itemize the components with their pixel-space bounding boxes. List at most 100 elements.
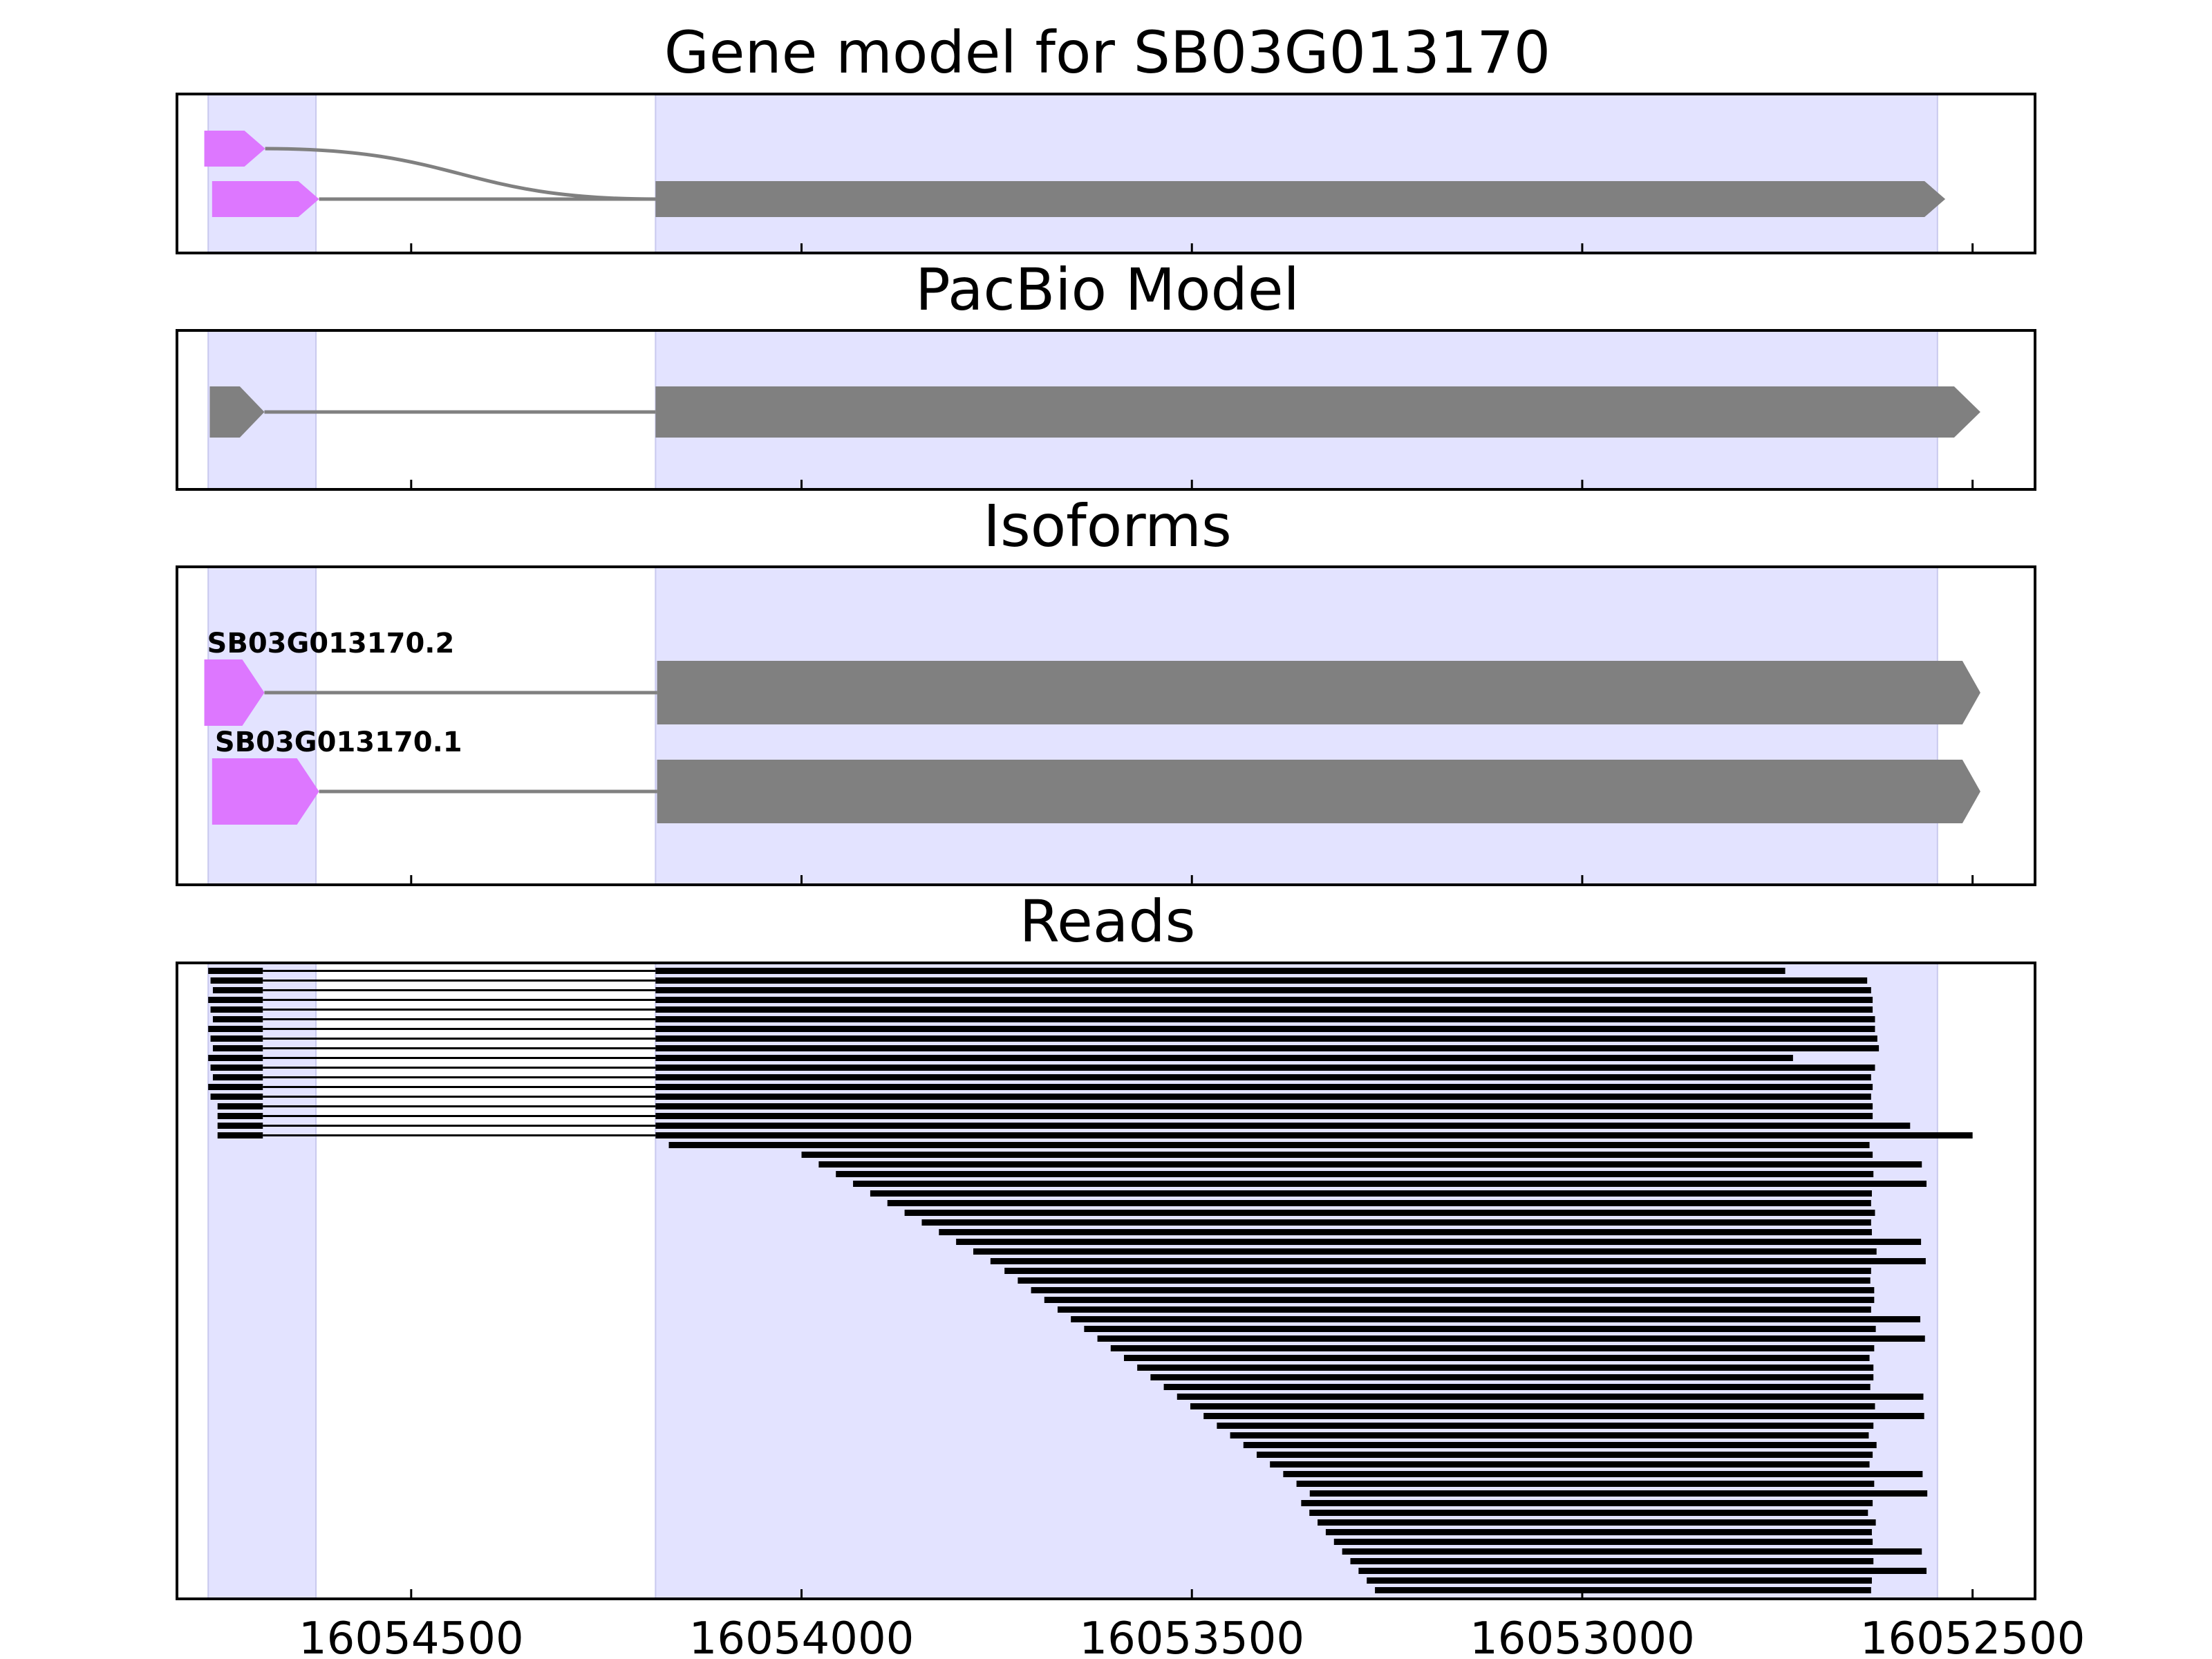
- panel-isoforms: Isoforms SB03G013170.2 SB03G013170.1: [176, 492, 2036, 886]
- read: [1333, 1539, 1873, 1545]
- read-exon-2: [655, 1006, 1873, 1013]
- read: [853, 1181, 1927, 1187]
- read: [1097, 1335, 1925, 1342]
- exon-region-2: [655, 566, 1938, 885]
- read-exon-2: [655, 997, 1873, 1003]
- read-exon-1: [210, 1035, 263, 1042]
- isoform-label-1: SB03G013170.2: [207, 628, 455, 659]
- read-exon-1: [208, 1055, 263, 1061]
- read: [1301, 1500, 1873, 1506]
- read-exon-1: [212, 1074, 263, 1080]
- read-exon-2: [655, 1026, 1875, 1032]
- exon-region-1: [207, 93, 317, 254]
- panel-reads: Reads 16054500 16054000 16053500 16053000 16…: [176, 243, 2086, 1659]
- exon-region-2: [655, 93, 1938, 254]
- read: [1150, 1374, 1874, 1380]
- read: [1203, 1413, 1924, 1419]
- read-exon-2: [655, 1045, 1880, 1051]
- read: [1325, 1529, 1872, 1535]
- read: [1375, 1587, 1871, 1593]
- panel-title-pacbio-model: PacBio Model: [915, 256, 1300, 324]
- read-exon-1: [208, 997, 263, 1003]
- read-exon-2: [655, 1103, 1873, 1109]
- tracks-gene-model: [204, 131, 1946, 217]
- read: [1123, 1355, 1870, 1361]
- tracks-pacbio-model: [209, 386, 1980, 438]
- read-exon-2: [655, 1016, 1875, 1022]
- read-exon-1: [210, 1065, 263, 1071]
- read-exon-2: [655, 1132, 1973, 1138]
- read: [1190, 1403, 1875, 1409]
- read-exon-1: [208, 968, 263, 974]
- read-exon-1: [210, 1094, 263, 1100]
- x-tick-label: 16053500: [1079, 1613, 1304, 1659]
- read: [1044, 1297, 1875, 1303]
- frame-isoforms: [176, 565, 2036, 886]
- read: [668, 1142, 1870, 1148]
- cds-pacbio-exon-2: [655, 386, 1980, 438]
- cds-track-2: [655, 181, 1946, 217]
- utr-track-1: [204, 131, 265, 167]
- read: [1018, 1277, 1871, 1284]
- read: [1137, 1365, 1874, 1371]
- read-exon-1: [208, 1084, 263, 1090]
- read-exon-2: [655, 1035, 1877, 1042]
- read: [973, 1248, 1877, 1255]
- reads-group: [208, 968, 1973, 1593]
- read: [870, 1190, 1872, 1197]
- read-exon-1: [217, 1123, 263, 1129]
- read-exon-2: [655, 1113, 1873, 1119]
- read-exon-1: [210, 977, 263, 984]
- read: [1163, 1384, 1871, 1390]
- read-exon-2: [655, 1065, 1875, 1071]
- read-exon-1: [212, 1045, 263, 1051]
- x-tick-label: 16054500: [299, 1613, 524, 1659]
- panel-gene-model: Gene model for SB03G013170: [176, 19, 2036, 254]
- read-exon-2: [655, 1094, 1871, 1100]
- read-exon-2: [655, 1123, 1911, 1129]
- panel-pacbio-model: PacBio Model: [176, 256, 2036, 491]
- x-tick-label: 16053000: [1470, 1613, 1695, 1659]
- read: [1309, 1510, 1868, 1516]
- read: [904, 1210, 1875, 1216]
- utr-track-2: [212, 181, 319, 217]
- read-exon-1: [208, 1026, 263, 1032]
- panel-title-isoforms: Isoforms: [983, 492, 1232, 560]
- read: [836, 1171, 1874, 1177]
- read: [1270, 1461, 1870, 1468]
- read: [939, 1229, 1872, 1235]
- read-exon-2: [655, 987, 1871, 993]
- x-tick-label: 16052500: [1860, 1613, 2086, 1659]
- read-exon-1: [210, 1006, 263, 1013]
- utr-isoform-1: [204, 659, 265, 726]
- read: [1110, 1345, 1875, 1351]
- read: [1318, 1519, 1876, 1526]
- read: [1243, 1442, 1877, 1448]
- read-exon-2: [655, 977, 1868, 984]
- read: [1177, 1394, 1924, 1400]
- read-exon-2: [655, 968, 1785, 974]
- read: [1283, 1471, 1923, 1477]
- read-exon-2: [655, 1055, 1793, 1061]
- read: [1256, 1452, 1873, 1458]
- read-exon-1: [217, 1113, 263, 1119]
- read: [1230, 1432, 1869, 1438]
- read: [818, 1161, 1922, 1168]
- read: [1309, 1490, 1928, 1497]
- read: [1296, 1481, 1875, 1487]
- cds-isoform-1: [657, 661, 1980, 724]
- utr-isoform-2: [212, 758, 319, 825]
- x-tick-label: 16054000: [689, 1613, 915, 1659]
- tracks-isoforms: SB03G013170.2 SB03G013170.1: [204, 628, 1980, 825]
- read: [1358, 1568, 1927, 1574]
- cds-isoform-2: [657, 760, 1980, 823]
- read-exon-1: [217, 1103, 263, 1109]
- isoform-label-2: SB03G013170.1: [215, 727, 462, 758]
- read-exon-1: [212, 1016, 263, 1022]
- read-exon-1: [217, 1132, 263, 1138]
- read: [1350, 1558, 1874, 1564]
- read: [1057, 1306, 1871, 1313]
- read-exon-1: [212, 987, 263, 993]
- read: [1084, 1326, 1876, 1332]
